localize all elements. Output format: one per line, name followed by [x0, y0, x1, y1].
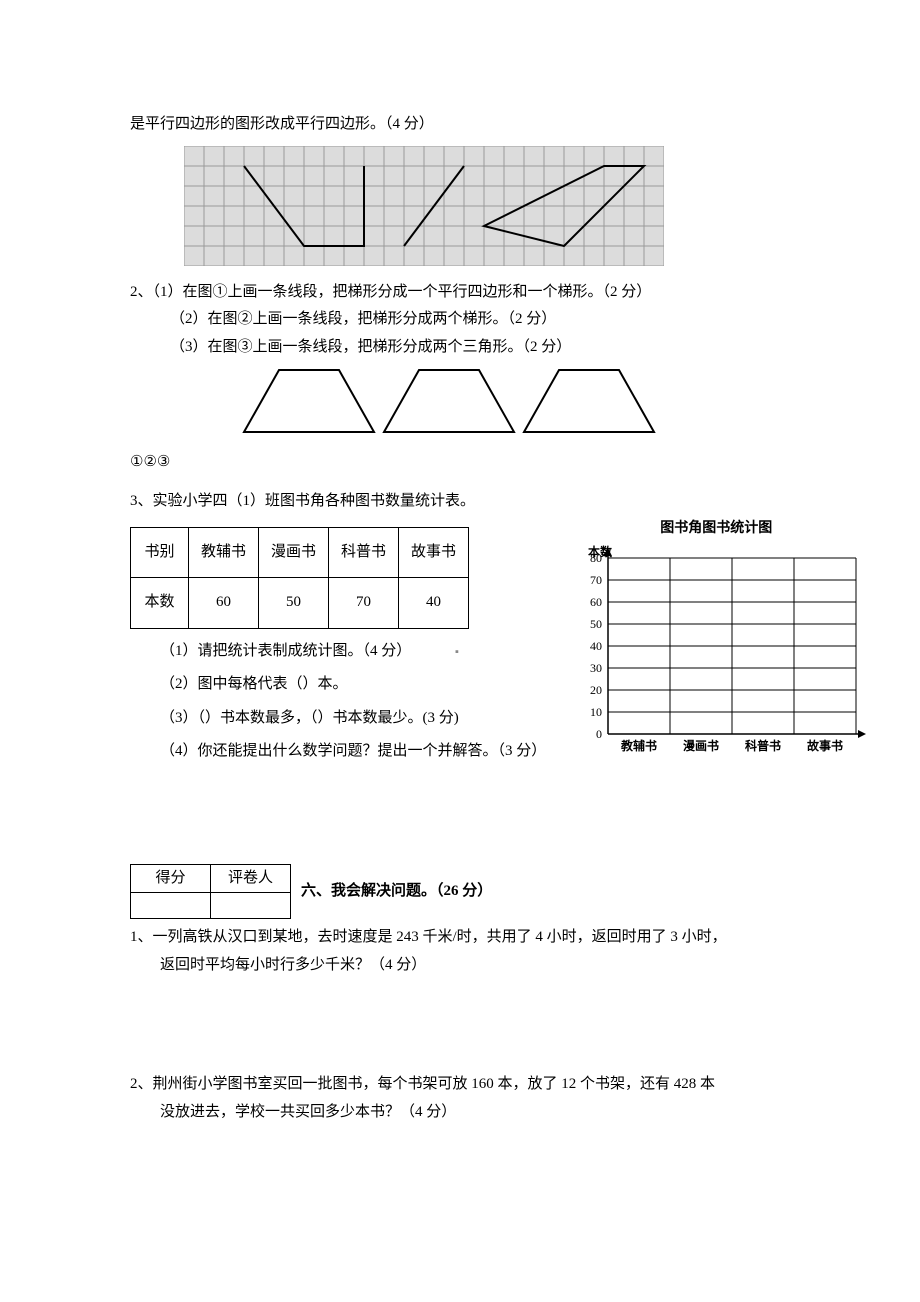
- q3-sub-list: （1）请把统计表制成统计图。（4 分） ▪ （2）图中每格代表（）本。 （3）（…: [130, 639, 546, 765]
- q1-text: 是平行四边形的图形改成平行四边形。（4 分）: [130, 112, 790, 138]
- q3-title: 3、实验小学四（1）班图书角各种图书数量统计表。: [130, 489, 790, 515]
- bar-chart-svg: 本数01020304050607080教辅书漫画书科普书故事书: [566, 544, 866, 764]
- table-row: 得分 评卷人: [131, 864, 291, 893]
- q3-left: 书别 教辅书 漫画书 科普书 故事书 本数 60 50 70 40 （1）请把统…: [130, 517, 546, 773]
- q2-trapezoids: [240, 366, 790, 448]
- marker-icon: ▪: [455, 646, 459, 658]
- score-table: 得分 评卷人: [130, 864, 291, 920]
- q3-row: 书别 教辅书 漫画书 科普书 故事书 本数 60 50 70 40 （1）请把统…: [130, 517, 790, 774]
- section6-row: 得分 评卷人 六、我会解决问题。（26 分）: [130, 864, 790, 920]
- table-header: 漫画书: [259, 527, 329, 578]
- table-header: 科普书: [329, 527, 399, 578]
- score-cell: [211, 893, 291, 919]
- q3-sub4: （4）你还能提出什么数学问题？提出一个并解答。（3 分）: [130, 739, 546, 765]
- p1-line2: 返回时平均每小时行多少千米？（4 分）: [130, 953, 790, 979]
- svg-text:0: 0: [596, 727, 602, 741]
- q1-grid-figure: [184, 146, 790, 266]
- svg-text:60: 60: [590, 595, 602, 609]
- p1-line1: 1、一列高铁从汉口到某地，去时速度是 243 千米/时，共用了 4 小时，返回时…: [130, 925, 790, 951]
- gap: [130, 980, 790, 1070]
- svg-text:40: 40: [590, 639, 602, 653]
- svg-text:故事书: 故事书: [807, 738, 843, 753]
- q1-grid-svg: [184, 146, 664, 266]
- svg-text:50: 50: [590, 617, 602, 631]
- table-header: 教辅书: [189, 527, 259, 578]
- score-cell: [131, 893, 211, 919]
- q2-labels: ①②③: [130, 450, 790, 476]
- table-cell: 70: [329, 578, 399, 629]
- table-cell: 60: [189, 578, 259, 629]
- q2-sub3: （3）在图③上画一条线段，把梯形分成两个三角形。（2 分）: [130, 335, 790, 361]
- section6-title: 六、我会解决问题。（26 分）: [301, 879, 492, 905]
- svg-text:10: 10: [590, 705, 602, 719]
- q3-data-table: 书别 教辅书 漫画书 科普书 故事书 本数 60 50 70 40: [130, 527, 469, 629]
- table-header: 故事书: [399, 527, 469, 578]
- table-cell: 50: [259, 578, 329, 629]
- svg-text:80: 80: [590, 551, 602, 565]
- svg-text:漫画书: 漫画书: [683, 738, 719, 753]
- svg-text:科普书: 科普书: [745, 738, 781, 753]
- table-cell: 40: [399, 578, 469, 629]
- chart-title: 图书角图书统计图: [566, 517, 866, 541]
- q2-sub1: 2、（1）在图①上画一条线段，把梯形分成一个平行四边形和一个梯形。（2 分）: [130, 280, 790, 306]
- q2-sub2: （2）在图②上画一条线段，把梯形分成两个梯形。（2 分）: [130, 307, 790, 333]
- p2-line2: 没放进去，学校一共买回多少本书？（4 分）: [130, 1100, 790, 1126]
- page: 是平行四边形的图形改成平行四边形。（4 分） 2、（1）在图①上画一条线段，把梯…: [0, 0, 920, 1187]
- p2-line1: 2、荆州街小学图书室买回一批图书，每个书架可放 160 本，放了 12 个书架，…: [130, 1072, 790, 1098]
- row-label: 本数: [131, 578, 189, 629]
- table-row: [131, 893, 291, 919]
- score-header: 得分: [131, 864, 211, 893]
- table-row: 本数 60 50 70 40: [131, 578, 469, 629]
- score-header: 评卷人: [211, 864, 291, 893]
- svg-text:20: 20: [590, 683, 602, 697]
- table-header: 书别: [131, 527, 189, 578]
- svg-text:70: 70: [590, 573, 602, 587]
- table-row: 书别 教辅书 漫画书 科普书 故事书: [131, 527, 469, 578]
- q3-sub3: （3）（）书本数最多，（）书本数最少。(3 分): [130, 706, 546, 732]
- svg-text:30: 30: [590, 661, 602, 675]
- q3-right: 图书角图书统计图 本数01020304050607080教辅书漫画书科普书故事书: [566, 517, 866, 774]
- q2-trap-svg: [240, 366, 660, 438]
- svg-text:教辅书: 教辅书: [620, 738, 657, 753]
- q3-sub2: （2）图中每格代表（）本。: [130, 672, 546, 698]
- q3-sub1: （1）请把统计表制成统计图。（4 分） ▪: [130, 639, 546, 665]
